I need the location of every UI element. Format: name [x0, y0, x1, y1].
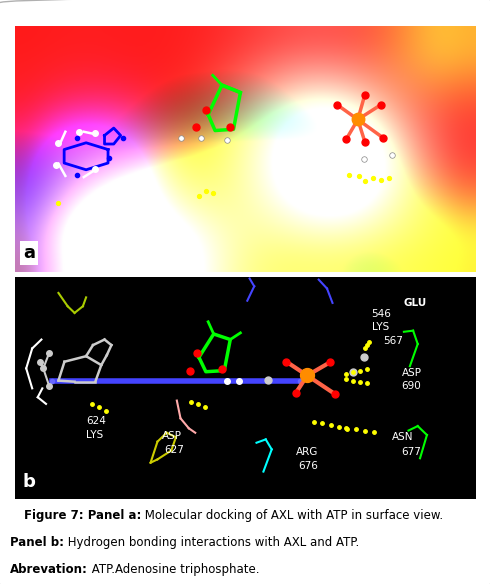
- Text: Abrevation:: Abrevation:: [10, 564, 88, 576]
- Text: ASN: ASN: [392, 432, 414, 442]
- Text: 546: 546: [372, 309, 392, 319]
- Text: LYS: LYS: [372, 322, 389, 332]
- Text: 676: 676: [298, 461, 318, 471]
- Text: b: b: [23, 473, 36, 491]
- Text: Molecular docking of AXL with ATP in surface view.: Molecular docking of AXL with ATP in sur…: [142, 509, 443, 522]
- Text: Panel b:: Panel b:: [10, 536, 64, 549]
- Text: 690: 690: [402, 381, 421, 391]
- Text: Figure 7: Panel a:: Figure 7: Panel a:: [24, 509, 142, 522]
- Text: 627: 627: [164, 446, 184, 456]
- Text: 567: 567: [383, 336, 403, 346]
- Text: ARG: ARG: [295, 447, 318, 457]
- Text: LYS: LYS: [86, 430, 103, 440]
- Text: a: a: [23, 244, 35, 262]
- Text: Hydrogen bonding interactions with AXL and ATP.: Hydrogen bonding interactions with AXL a…: [64, 536, 359, 549]
- Text: 677: 677: [402, 447, 421, 457]
- Text: GLU: GLU: [404, 298, 427, 308]
- Text: ATP.Adenosine triphosphate.: ATP.Adenosine triphosphate.: [88, 564, 259, 576]
- Text: 624: 624: [86, 416, 106, 426]
- Text: ASP: ASP: [402, 368, 421, 378]
- Text: ASP: ASP: [162, 431, 182, 441]
